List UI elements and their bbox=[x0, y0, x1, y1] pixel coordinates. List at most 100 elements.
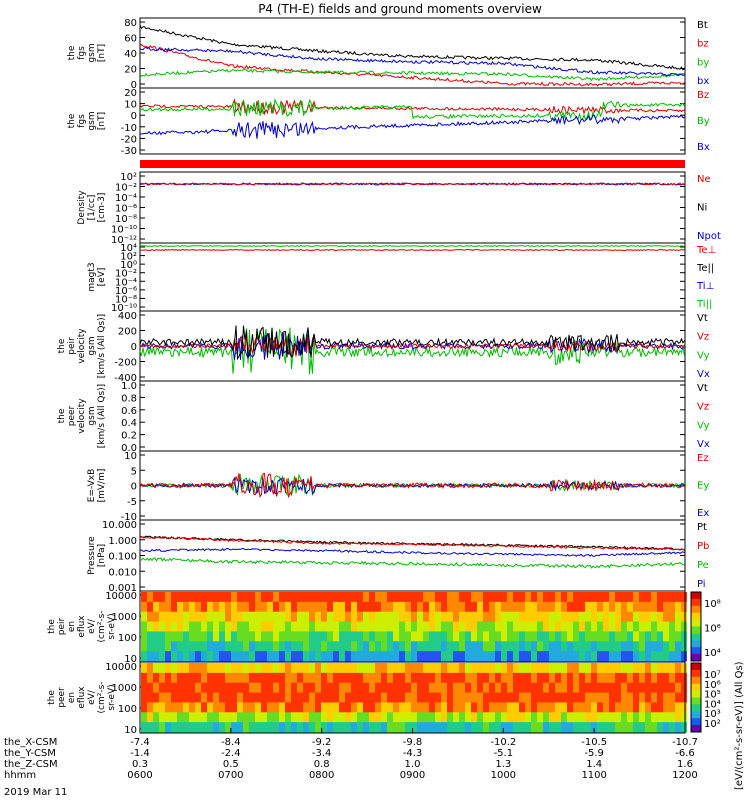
spectrogram-cell bbox=[663, 722, 669, 733]
spectrogram-cell bbox=[411, 651, 417, 662]
xaxis-tick-label: -4.3 bbox=[403, 748, 423, 759]
spectrogram-cell bbox=[345, 592, 351, 603]
spectrogram-cell bbox=[639, 692, 645, 703]
spectrogram-cell bbox=[303, 601, 309, 613]
spectrogram-cell bbox=[417, 712, 423, 723]
spectrogram-cell bbox=[297, 712, 303, 723]
spectrogram-cell bbox=[249, 611, 255, 623]
spectrogram-cell bbox=[435, 631, 441, 642]
spectrogram-cell bbox=[405, 663, 411, 674]
spectrogram-cell bbox=[585, 663, 591, 674]
spectrogram-cell bbox=[567, 663, 573, 674]
panel-peir-vel: the peir velocity gsm [km/s (All Qs)] 4002000… bbox=[57, 310, 710, 384]
spectrogram-cell bbox=[333, 621, 339, 632]
spectrogram-cell bbox=[477, 592, 483, 603]
spectrogram-cell bbox=[309, 621, 315, 632]
spectrogram-cell bbox=[627, 631, 633, 642]
legend-entry: Bx bbox=[697, 142, 710, 153]
spectrogram-cell bbox=[561, 682, 567, 694]
spectrogram-cell bbox=[165, 663, 171, 674]
spectrogram-cell bbox=[411, 592, 417, 603]
spectrogram-cell bbox=[201, 631, 207, 642]
spectrogram-cell bbox=[531, 692, 537, 703]
spectrogram-cell bbox=[489, 682, 495, 694]
y-tick-label: 0 bbox=[131, 111, 137, 122]
spectrogram-cell bbox=[381, 621, 387, 632]
ylabel-line: [km/s (All Qs)] bbox=[97, 384, 107, 448]
spectrogram-cell bbox=[591, 692, 597, 703]
spectrogram-cell bbox=[429, 641, 435, 652]
spectrogram-cell bbox=[471, 611, 477, 623]
ylabel-line: the bbox=[57, 408, 67, 423]
y-tick-label: 10⁻⁶ bbox=[115, 204, 137, 215]
spectrogram-cell bbox=[651, 672, 657, 684]
spectrogram-cell bbox=[207, 712, 213, 723]
spectrogram-cell bbox=[447, 692, 453, 703]
spectrogram-cell bbox=[507, 672, 513, 684]
spectrogram-cell bbox=[369, 621, 375, 632]
spectrogram-cell bbox=[459, 682, 465, 694]
spectrogram-cell bbox=[429, 631, 435, 642]
spectrogram-cell bbox=[561, 641, 567, 652]
spectrogram-cell bbox=[549, 621, 555, 632]
spectrogram-cell bbox=[579, 651, 585, 662]
spectrogram-cell bbox=[177, 712, 183, 723]
spectrogram-cell bbox=[267, 631, 273, 642]
spectrogram-cell bbox=[303, 631, 309, 642]
spectrogram-cell bbox=[141, 722, 147, 733]
xaxis-tick-label: -7.4 bbox=[130, 737, 150, 748]
spectrogram-cell bbox=[345, 722, 351, 733]
spectrogram-cell bbox=[483, 692, 489, 703]
spectrogram-cell bbox=[315, 663, 321, 674]
spectrogram-cell bbox=[411, 692, 417, 703]
spectrogram-cell bbox=[579, 702, 585, 713]
spectrogram-cell bbox=[393, 722, 399, 733]
spectrogram-cell bbox=[477, 682, 483, 694]
ylabel-line: the bbox=[47, 619, 57, 634]
spectrogram-cell bbox=[501, 692, 507, 703]
ylabel-line: [1/cc] bbox=[87, 195, 97, 221]
spectrogram-cell bbox=[591, 663, 597, 674]
spectrogram-cell bbox=[405, 601, 411, 613]
spectrogram-cell bbox=[171, 692, 177, 703]
spectrogram-cell bbox=[429, 722, 435, 733]
spectrogram-cell bbox=[321, 641, 327, 652]
y-tick-label: -5 bbox=[127, 497, 137, 508]
spectrogram-cell bbox=[429, 592, 435, 603]
spectrogram-cell bbox=[429, 663, 435, 674]
spectrogram-cell bbox=[585, 641, 591, 652]
spectrogram-cell bbox=[525, 682, 531, 694]
spectrogram-cell bbox=[615, 702, 621, 713]
colorbar-segment bbox=[691, 669, 701, 678]
spectrogram-cell bbox=[549, 592, 555, 603]
spectrogram-cell bbox=[303, 641, 309, 652]
spectrogram-cell bbox=[225, 621, 231, 632]
spectrogram-cell bbox=[153, 663, 159, 674]
spectrogram-cell bbox=[177, 682, 183, 694]
spectrogram-cell bbox=[345, 621, 351, 632]
xaxis-tick-label: 1.6 bbox=[677, 759, 693, 770]
spectrogram-cell bbox=[381, 712, 387, 723]
spectrogram-cell bbox=[387, 692, 393, 703]
colorbar-segment bbox=[691, 683, 701, 692]
spectrogram-cell bbox=[597, 722, 603, 733]
spectrogram-cell bbox=[147, 601, 153, 613]
colorbar-segment bbox=[691, 676, 701, 685]
spectrogram-cell bbox=[369, 651, 375, 662]
spectrogram-cell bbox=[141, 692, 147, 703]
spectrogram-cell bbox=[669, 682, 675, 694]
spectrogram-cell bbox=[501, 641, 507, 652]
spectrogram-cell bbox=[579, 663, 585, 674]
spectrogram-cell bbox=[573, 621, 579, 632]
spectrogram-cell bbox=[207, 682, 213, 694]
spectrogram-cell bbox=[591, 641, 597, 652]
spectrogram-cell bbox=[675, 592, 681, 603]
legend-entry: by bbox=[697, 57, 709, 68]
spectrogram-cell bbox=[555, 631, 561, 642]
spectrogram-cell bbox=[339, 692, 345, 703]
spectrogram-cell bbox=[357, 663, 363, 674]
spectrogram-cell bbox=[561, 702, 567, 713]
spectrogram-cell bbox=[567, 712, 573, 723]
spectrogram-cell bbox=[525, 631, 531, 642]
spectrogram-cell bbox=[411, 621, 417, 632]
